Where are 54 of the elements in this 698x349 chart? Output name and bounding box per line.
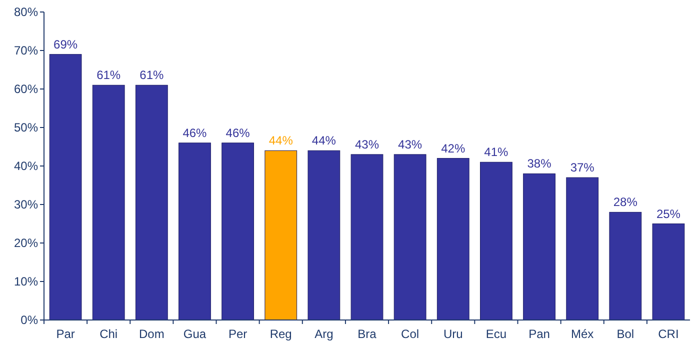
- y-tick-label: 20%: [14, 236, 38, 250]
- x-tick-label: Bra: [358, 327, 377, 341]
- bar: [350, 154, 384, 320]
- bar: [652, 224, 685, 320]
- data-label: 44%: [268, 134, 294, 148]
- x-tick-label: Reg: [270, 327, 292, 341]
- x-tick-label: Par: [56, 327, 75, 341]
- x-tick-label: Gua: [183, 327, 206, 341]
- x-tick-label: Bol: [616, 327, 634, 341]
- bar: [394, 154, 426, 320]
- data-label: 38%: [527, 156, 552, 171]
- y-tick-label: 60%: [14, 82, 38, 96]
- x-tick-label: Col: [401, 327, 420, 341]
- bar: [480, 162, 512, 320]
- x-tick-label: Ecu: [486, 327, 507, 341]
- x-tick-label: Méx: [570, 327, 594, 341]
- data-label: 42%: [441, 141, 466, 156]
- y-tick-label: 80%: [14, 5, 38, 20]
- data-label: 61%: [140, 68, 164, 82]
- y-tick-label: 70%: [14, 44, 38, 58]
- bar: [308, 150, 340, 320]
- data-label: 43%: [398, 137, 422, 152]
- y-tick-label: 0%: [20, 313, 38, 328]
- y-tick-label: 40%: [14, 159, 38, 174]
- bar: [222, 142, 254, 320]
- bar: [135, 84, 168, 320]
- bar: [566, 177, 599, 320]
- x-tick-label: Arg: [314, 327, 334, 341]
- y-tick-label: 30%: [14, 198, 38, 212]
- bar: [609, 212, 642, 320]
- data-label: 46%: [226, 126, 250, 140]
- y-tick-label: 50%: [14, 120, 38, 135]
- data-label: 61%: [96, 68, 121, 82]
- bar: [264, 150, 298, 320]
- data-label: 69%: [54, 37, 78, 52]
- data-label: 43%: [354, 137, 380, 152]
- data-label: 46%: [182, 126, 208, 140]
- x-tick-label: CRI: [658, 327, 679, 341]
- bar: [49, 54, 82, 320]
- bar: [436, 158, 470, 320]
- x-tick-label: Dom: [138, 327, 164, 341]
- data-label: 25%: [656, 206, 681, 221]
- data-label: 41%: [484, 145, 509, 160]
- y-tick-label: 10%: [14, 274, 38, 289]
- x-tick-label: Uru: [443, 327, 463, 341]
- x-tick-label: Chi: [100, 327, 118, 341]
- bar: [92, 84, 125, 320]
- data-label: 28%: [613, 195, 638, 210]
- x-tick-label: Pan: [528, 327, 550, 341]
- data-label: 37%: [570, 160, 595, 175]
- bar: [178, 142, 211, 320]
- x-tick-label: Per: [228, 327, 248, 341]
- data-label: 44%: [312, 134, 336, 148]
- bar: [523, 173, 556, 320]
